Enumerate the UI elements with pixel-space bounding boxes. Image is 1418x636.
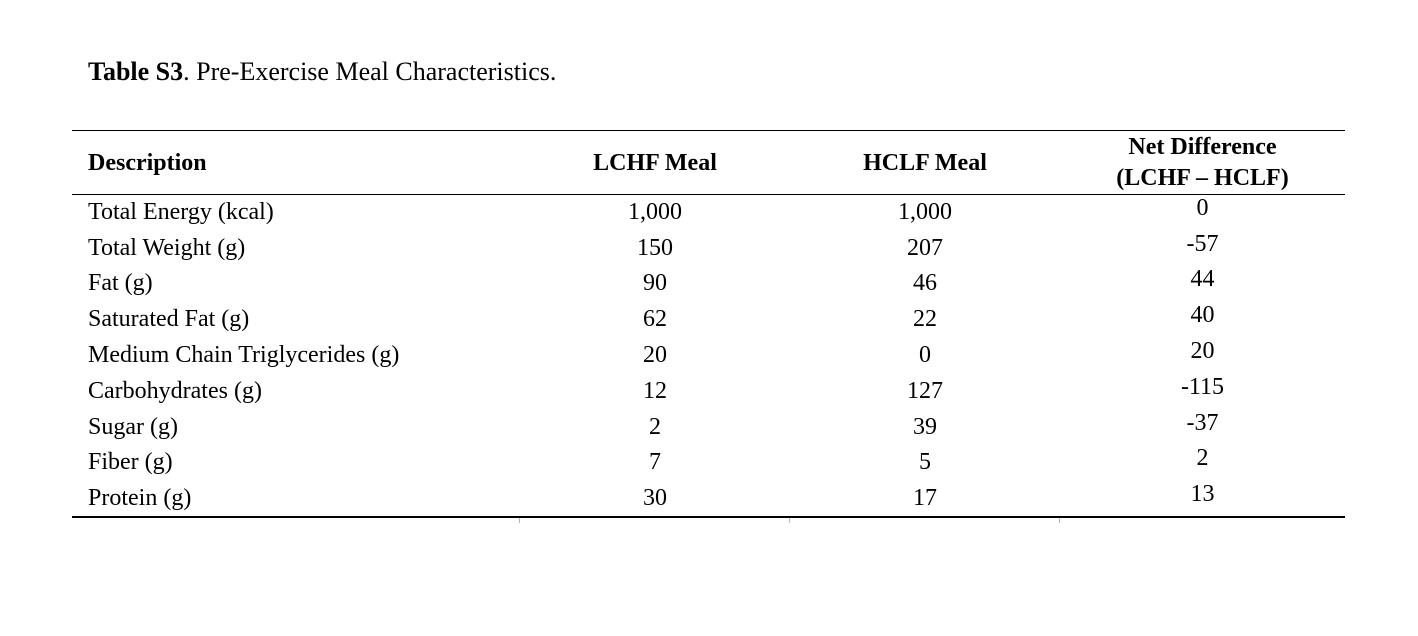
- header-lchf-meal: LCHF Meal: [520, 130, 790, 195]
- header-net-difference-line1: Net Difference: [1128, 133, 1277, 160]
- cell-description: Saturated Fat (g): [88, 306, 250, 333]
- cell-net: 13: [1060, 480, 1345, 518]
- cell-net: 2: [1060, 445, 1345, 481]
- cell-net-value: 40: [1190, 302, 1215, 329]
- header-hclf-meal: HCLF Meal: [790, 130, 1060, 195]
- column-boundary-tick: [789, 518, 791, 523]
- table-caption-label: Table S3: [88, 57, 184, 86]
- cell-net: 0: [1060, 195, 1345, 231]
- cell-description: Protein (g): [72, 480, 520, 518]
- table-row: Total Energy (kcal) 1,000 1,000 0: [72, 195, 1345, 231]
- cell-net: -115: [1060, 373, 1345, 409]
- header-net-difference-line2: (LCHF – HCLF): [1116, 164, 1289, 191]
- cell-net: -57: [1060, 230, 1345, 266]
- cell-net-value: 44: [1190, 266, 1215, 293]
- table-row: Protein (g) 30 17 13: [72, 480, 1345, 518]
- table-row: Saturated Fat (g) 62 22 40: [72, 302, 1345, 338]
- table-row: Carbohydrates (g) 12 127 -115: [72, 373, 1345, 409]
- cell-description: Sugar (g): [88, 413, 178, 440]
- cell-hclf: 17: [790, 480, 1060, 518]
- cell-hclf: 22: [913, 306, 937, 333]
- cell-lchf: 30: [520, 480, 790, 518]
- table-row: Fiber (g) 7 5 2: [72, 445, 1345, 481]
- cell-hclf: 127: [907, 377, 943, 404]
- cell-description: Fiber (g): [88, 449, 173, 476]
- cell-hclf: 39: [913, 413, 937, 440]
- cell-description: Carbohydrates (g): [88, 377, 262, 404]
- table-row: Medium Chain Triglycerides (g) 20 0 20: [72, 338, 1345, 374]
- cell-description: Medium Chain Triglycerides (g): [88, 342, 400, 369]
- cell-net-value: -37: [1186, 409, 1219, 436]
- cell-hclf: 207: [907, 234, 943, 261]
- cell-hclf: 1,000: [898, 199, 952, 226]
- table-row: Total Weight (g) 150 207 -57: [72, 230, 1345, 266]
- table-caption-text: . Pre-Exercise Meal Characteristics.: [183, 57, 557, 86]
- cell-net-value: 2: [1196, 445, 1209, 472]
- cell-net: 40: [1060, 302, 1345, 338]
- cell-lchf: 20: [643, 342, 667, 369]
- cell-net: -37: [1060, 409, 1345, 445]
- cell-description: Total Weight (g): [88, 234, 246, 261]
- cell-net-value: -57: [1186, 230, 1219, 257]
- cell-lchf: 1,000: [628, 199, 682, 226]
- cell-lchf: 7: [649, 449, 661, 476]
- cell-hclf: 0: [919, 342, 931, 369]
- header-row: Description LCHF Meal HCLF Meal Net Diff…: [72, 130, 1345, 195]
- cell-net-value: -115: [1180, 373, 1225, 400]
- table-row: Fat (g) 90 46 44: [72, 266, 1345, 302]
- header-net-difference: Net Difference (LCHF – HCLF): [1060, 130, 1345, 195]
- cell-lchf: 12: [643, 377, 667, 404]
- cell-lchf: 150: [637, 234, 673, 261]
- meal-characteristics-table: Description LCHF Meal HCLF Meal Net Diff…: [72, 130, 1345, 518]
- cell-lchf: 90: [643, 270, 667, 297]
- column-boundary-tick: [1059, 518, 1061, 523]
- header-description: Description: [72, 130, 520, 195]
- table-caption: Table S3. Pre-Exercise Meal Characterist…: [88, 57, 556, 87]
- column-boundary-tick: [519, 518, 521, 523]
- cell-description: Total Energy (kcal): [88, 199, 274, 226]
- cell-lchf: 62: [643, 306, 667, 333]
- table-row: Sugar (g) 2 39 -37: [72, 409, 1345, 445]
- cell-net: 20: [1060, 338, 1345, 374]
- cell-lchf: 2: [649, 413, 661, 440]
- cell-net-value: 20: [1190, 338, 1215, 365]
- cell-net-value: 13: [1190, 480, 1215, 507]
- cell-net: 44: [1060, 266, 1345, 302]
- cell-description: Fat (g): [88, 270, 153, 297]
- cell-hclf: 5: [919, 449, 931, 476]
- cell-hclf: 46: [913, 270, 937, 297]
- cell-net-value: 0: [1196, 195, 1209, 222]
